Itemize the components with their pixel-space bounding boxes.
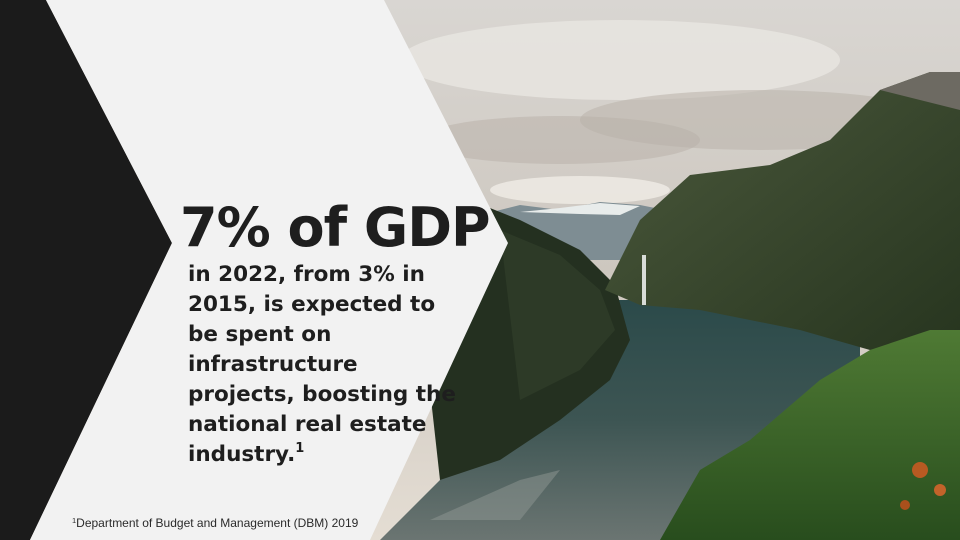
headline: 7% of GDP (180, 196, 491, 259)
body-text-content: in 2022, from 3% in 2015, is expected to… (188, 262, 456, 467)
footnote-marker: 1 (72, 516, 77, 525)
footnote: 1Department of Budget and Management (DB… (72, 516, 358, 530)
footnote-text: Department of Budget and Management (DBM… (76, 516, 359, 530)
body-footnote-ref: 1 (295, 441, 305, 456)
body-text: in 2022, from 3% in 2015, is expected to… (188, 260, 458, 470)
